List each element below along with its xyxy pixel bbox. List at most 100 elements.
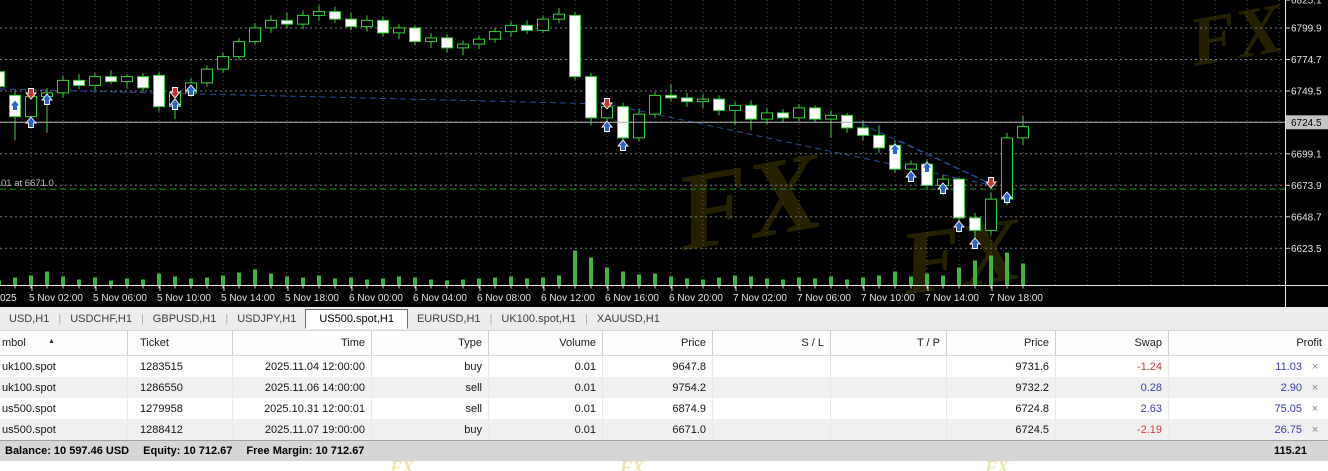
time-axis-label: 7 Nov 14:00	[925, 293, 979, 304]
broker-watermark: FX	[1182, 0, 1291, 82]
cell-type: buy	[372, 419, 489, 440]
tab-separator: |	[585, 312, 588, 325]
cell-sl	[713, 377, 831, 398]
time-axis-label: 6 Nov 04:00	[413, 293, 467, 304]
close-position-button[interactable]: ×	[1311, 381, 1319, 394]
cell-price: 9647.8	[603, 356, 713, 377]
tab-xauusd-h1[interactable]: XAUUSD,H1	[596, 312, 660, 325]
sell-signal-arrow-icon	[601, 98, 613, 110]
cell-volume: 0.01	[489, 356, 603, 377]
buy-signal-arrow-icon	[1001, 191, 1013, 203]
cell-volume: 0.01	[489, 377, 603, 398]
cell-symbol: us500.spot	[0, 419, 128, 440]
price-axis-label: 6673.9	[1291, 181, 1322, 192]
column-header-price2[interactable]: Price	[947, 331, 1056, 355]
column-header-type[interactable]: Type	[372, 331, 489, 355]
cell-price2: 9732.2	[947, 377, 1056, 398]
sell-signal-arrow-icon	[169, 87, 181, 99]
total-profit-value: 115.21	[1273, 445, 1307, 457]
time-axis-label: 5 Nov 14:00	[221, 293, 275, 304]
time-axis-label: 5 Nov 18:00	[285, 293, 339, 304]
cell-profit: 11.03 ×	[1169, 356, 1328, 377]
time-axis-label: 6 Nov 16:00	[605, 293, 659, 304]
close-position-button[interactable]: ×	[1311, 423, 1319, 436]
tab-separator: |	[225, 312, 229, 325]
broker-watermark: FX	[620, 461, 645, 471]
cell-symbol: us500.spot	[0, 398, 128, 419]
broker-watermark: FX	[665, 128, 834, 274]
time-axis-label: 6 Nov 00:00	[349, 293, 403, 304]
sell-signal-arrow-icon	[25, 88, 37, 100]
cell-profit: 26.75 ×	[1169, 419, 1328, 440]
cell-price: 6874.9	[603, 398, 713, 419]
broker-watermark: FX	[985, 461, 1010, 471]
column-header-time[interactable]: Time	[233, 331, 372, 355]
price-axis-label: 6774.7	[1291, 55, 1322, 66]
column-header-price[interactable]: Price	[603, 331, 713, 355]
cell-time: 2025.11.07 19:00:00	[233, 419, 372, 440]
column-header-volume[interactable]: Volume	[489, 331, 603, 355]
position-row-1288412[interactable]: us500.spot 1288412 2025.11.07 19:00:00 buy 0…	[0, 419, 1328, 440]
cell-ticket: 1283515	[128, 356, 233, 377]
chart-tab-bar: USD,H1 | USDCHF,H1 | GBPUSD,H1 | USDJPY,…	[0, 307, 1328, 331]
buy-signal-arrow-icon	[601, 120, 613, 132]
cell-time: 2025.11.04 12:00:00	[233, 356, 372, 377]
buy-signal-arrow-icon	[185, 84, 197, 96]
time-axis-label: 7 Nov 02:00	[733, 293, 787, 304]
time-axis-label: 6 Nov 12:00	[541, 293, 595, 304]
column-header-profit[interactable]: Profit	[1296, 337, 1322, 349]
price-axis-label: 6623.5	[1291, 244, 1322, 255]
position-row-1279958[interactable]: us500.spot 1279958 2025.10.31 12:00:01 sell…	[0, 398, 1328, 419]
price-axis-label: 6699.1	[1291, 149, 1322, 160]
column-header-swap[interactable]: Swap	[1056, 331, 1169, 355]
price-chart[interactable]: FX FX FX 01 at 6671.0 6825.1 6799.9 6774.7 6749…	[0, 0, 1328, 314]
tab-us500spot-h1-active[interactable]: US500.spot,H1	[305, 308, 408, 329]
cell-price2: 6724.8	[947, 398, 1056, 419]
time-axis-label: 7 Nov 10:00	[861, 293, 915, 304]
sort-ascending-icon: ▲	[48, 338, 55, 345]
tab-eurusd-h1[interactable]: EURUSD,H1	[416, 312, 481, 325]
buy-signal-arrow-icon	[953, 220, 965, 232]
account-status-bar: Balance: 10 597.46 USD Equity: 10 712.67…	[0, 440, 1328, 461]
close-position-button[interactable]: ×	[1311, 402, 1319, 415]
buy-signal-arrow-icon	[905, 170, 917, 182]
free-margin-text: Free Margin: 10 712.67	[246, 445, 365, 457]
broker-watermark: FX	[390, 461, 415, 471]
cell-price2: 9731.6	[947, 356, 1056, 377]
cell-symbol: uk100.spot	[0, 356, 128, 377]
cell-profit: 75.05 ×	[1169, 398, 1328, 419]
buy-signal-arrow-icon	[169, 98, 181, 110]
tab-usd-h1[interactable]: USD,H1	[9, 312, 50, 325]
cell-swap: -2.19	[1056, 419, 1169, 440]
cell-time: 2025.10.31 12:00:01	[233, 398, 372, 419]
time-axis-label: 7 Nov 06:00	[797, 293, 851, 304]
close-position-button[interactable]: ×	[1311, 360, 1319, 373]
balance-text: Balance: 10 597.46 USD	[5, 445, 130, 457]
column-header-sl[interactable]: S / L	[713, 331, 831, 355]
position-row-1286550[interactable]: uk100.spot 1286550 2025.11.06 14:00:00 sell…	[0, 377, 1328, 398]
tab-usdchf-h1[interactable]: USDCHF,H1	[70, 312, 132, 325]
buy-signal-arrow-icon	[25, 116, 37, 128]
cell-volume: 0.01	[489, 419, 603, 440]
position-row-1283515[interactable]: uk100.spot 1283515 2025.11.04 12:00:00 buy 0…	[0, 356, 1328, 377]
cell-swap: -1.24	[1056, 356, 1169, 377]
tab-uk100spot-h1[interactable]: UK100.spot,H1	[501, 312, 576, 325]
time-axis-label: 5 Nov 06:00	[93, 293, 147, 304]
tab-separator: |	[140, 312, 144, 325]
column-header-symbol[interactable]: mbol ▲	[0, 331, 128, 355]
buy-signal-arrow-icon	[969, 237, 981, 249]
cell-tp	[831, 419, 947, 440]
cell-time: 2025.11.06 14:00:00	[233, 377, 372, 398]
bottom-strip: FX FX FX	[0, 461, 1328, 471]
column-header-tp[interactable]: T / P	[831, 331, 947, 355]
column-header-ticket[interactable]: Ticket	[128, 331, 233, 355]
cell-sl	[713, 356, 831, 377]
tab-separator: |	[58, 312, 62, 325]
tab-usdjpy-h1[interactable]: USDJPY,H1	[237, 312, 297, 325]
sell-signal-arrow-icon	[985, 177, 997, 189]
time-axis-label: 6 Nov 08:00	[477, 293, 531, 304]
tab-gbpusd-h1[interactable]: GBPUSD,H1	[152, 312, 217, 325]
cell-type: sell	[372, 377, 489, 398]
